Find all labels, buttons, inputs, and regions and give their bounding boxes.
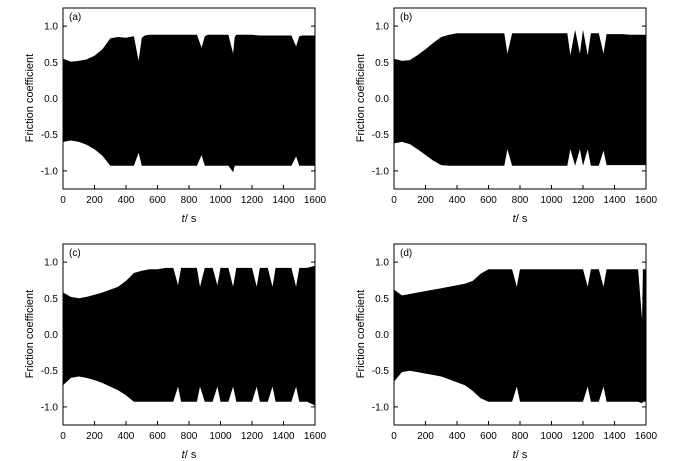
x-tick-label: 1600 [304, 431, 327, 442]
x-tick-label: 800 [512, 195, 529, 206]
y-tick-label: -0.5 [372, 366, 390, 377]
y-tick-label: 0.5 [375, 58, 389, 69]
y-ticks: -1.0 -0.5 0.0 0.5 1.0 [41, 258, 315, 413]
x-tick-label: 200 [417, 431, 434, 442]
panel-label: (d) [400, 248, 412, 259]
x-tick-label: 600 [149, 195, 166, 206]
x-tick-label: 400 [118, 195, 135, 206]
panel-b: 0 200 400 600 800 1000 1200 1400 1600 -1.0 -0.5 0.… [355, 7, 658, 225]
y-tick-label: -1.0 [372, 402, 390, 413]
y-tick-label: 0.5 [44, 58, 58, 69]
x-tick-label: 0 [60, 431, 66, 442]
x-tick-label: 1200 [241, 195, 264, 206]
x-tick-label: 200 [417, 195, 434, 206]
y-tick-label: -1.0 [372, 166, 390, 177]
y-axis-label: Friction coefficient [24, 54, 36, 142]
panel-d: 0 200 400 600 800 1000 1200 1400 1600 -1.0 -0.5 0.… [355, 243, 658, 461]
y-tick-label: 0.5 [44, 294, 58, 305]
x-axis-variable: t [182, 449, 186, 461]
x-tick-label: 1000 [540, 431, 563, 442]
x-tick-label: 600 [149, 431, 166, 442]
y-tick-label: 1.0 [375, 22, 389, 33]
x-tick-label: 600 [480, 431, 497, 442]
x-axis-label: t/ s [513, 213, 528, 225]
y-tick-label: -1.0 [41, 166, 59, 177]
x-tick-label: 1400 [603, 431, 626, 442]
x-tick-label: 1000 [540, 195, 563, 206]
x-tick-label: 400 [118, 431, 135, 442]
x-tick-label: 1400 [272, 431, 295, 442]
signal-envelope [63, 34, 315, 173]
signal-envelope [394, 29, 646, 166]
x-axis-label: t/ s [182, 449, 197, 461]
y-tick-label: -1.0 [41, 402, 59, 413]
x-tick-label: 1600 [635, 431, 658, 442]
y-ticks: -1.0 -0.5 0.0 0.5 1.0 [41, 22, 315, 177]
x-axis-unit: / s [516, 449, 528, 461]
x-tick-label: 1600 [635, 195, 658, 206]
x-axis-unit: / s [516, 213, 528, 225]
x-tick-label: 1400 [603, 195, 626, 206]
y-tick-label: 0.0 [44, 330, 58, 341]
x-tick-label: 0 [391, 195, 397, 206]
x-axis-unit: / s [185, 213, 197, 225]
y-tick-label: 1.0 [375, 258, 389, 269]
panel-label: (c) [69, 248, 81, 259]
x-axis-unit: / s [185, 449, 197, 461]
x-tick-label: 1600 [304, 195, 327, 206]
x-tick-label: 400 [449, 195, 466, 206]
y-tick-label: -0.5 [372, 130, 390, 141]
y-ticks: -1.0 -0.5 0.0 0.5 1.0 [372, 22, 646, 177]
x-ticks: 0 200 400 600 800 1000 1200 1400 1600 [391, 185, 658, 206]
x-tick-label: 1400 [272, 195, 295, 206]
x-tick-label: 0 [391, 431, 397, 442]
x-tick-label: 200 [86, 195, 103, 206]
y-tick-label: -0.5 [41, 130, 59, 141]
x-tick-label: 800 [512, 431, 529, 442]
y-tick-label: 0.0 [44, 94, 58, 105]
panel-a: 0 200 400 600 800 1000 1200 1400 1600 -1.0 -0.5 0.… [24, 7, 327, 225]
y-tick-label: 0.0 [375, 94, 389, 105]
x-axis-label: t/ s [513, 449, 528, 461]
x-tick-label: 400 [449, 431, 466, 442]
x-axis-variable: t [182, 213, 186, 225]
panel-label: (b) [400, 12, 412, 23]
x-tick-label: 1000 [209, 431, 232, 442]
y-tick-label: 1.0 [44, 258, 58, 269]
y-tick-label: 1.0 [44, 22, 58, 33]
signal-envelope [394, 269, 646, 404]
x-ticks: 0 200 400 600 800 1000 1200 1400 1600 [60, 421, 327, 442]
x-tick-label: 1200 [572, 195, 595, 206]
x-tick-label: 1000 [209, 195, 232, 206]
y-ticks: -1.0 -0.5 0.0 0.5 1.0 [372, 258, 646, 413]
panel-label: (a) [69, 12, 81, 23]
x-tick-label: 600 [480, 195, 497, 206]
y-axis-label: Friction coefficient [355, 290, 367, 378]
x-axis-label: t/ s [182, 213, 197, 225]
x-tick-label: 1200 [241, 431, 264, 442]
x-tick-label: 1200 [572, 431, 595, 442]
y-tick-label: 0.0 [375, 330, 389, 341]
x-axis-variable: t [513, 449, 517, 461]
panel-c: 0 200 400 600 800 1000 1200 1400 1600 -1.0 -0.5 0.… [24, 243, 327, 461]
x-ticks: 0 200 400 600 800 1000 1200 1400 1600 [60, 185, 327, 206]
x-tick-label: 800 [181, 431, 198, 442]
y-tick-label: 0.5 [375, 294, 389, 305]
x-tick-label: 0 [60, 195, 66, 206]
signal-envelope [63, 265, 315, 406]
y-tick-label: -0.5 [41, 366, 59, 377]
x-tick-label: 800 [181, 195, 198, 206]
x-axis-variable: t [513, 213, 517, 225]
x-ticks: 0 200 400 600 800 1000 1200 1400 1600 [391, 421, 658, 442]
y-axis-label: Friction coefficient [355, 54, 367, 142]
x-tick-label: 200 [86, 431, 103, 442]
y-axis-label: Friction coefficient [24, 290, 36, 378]
